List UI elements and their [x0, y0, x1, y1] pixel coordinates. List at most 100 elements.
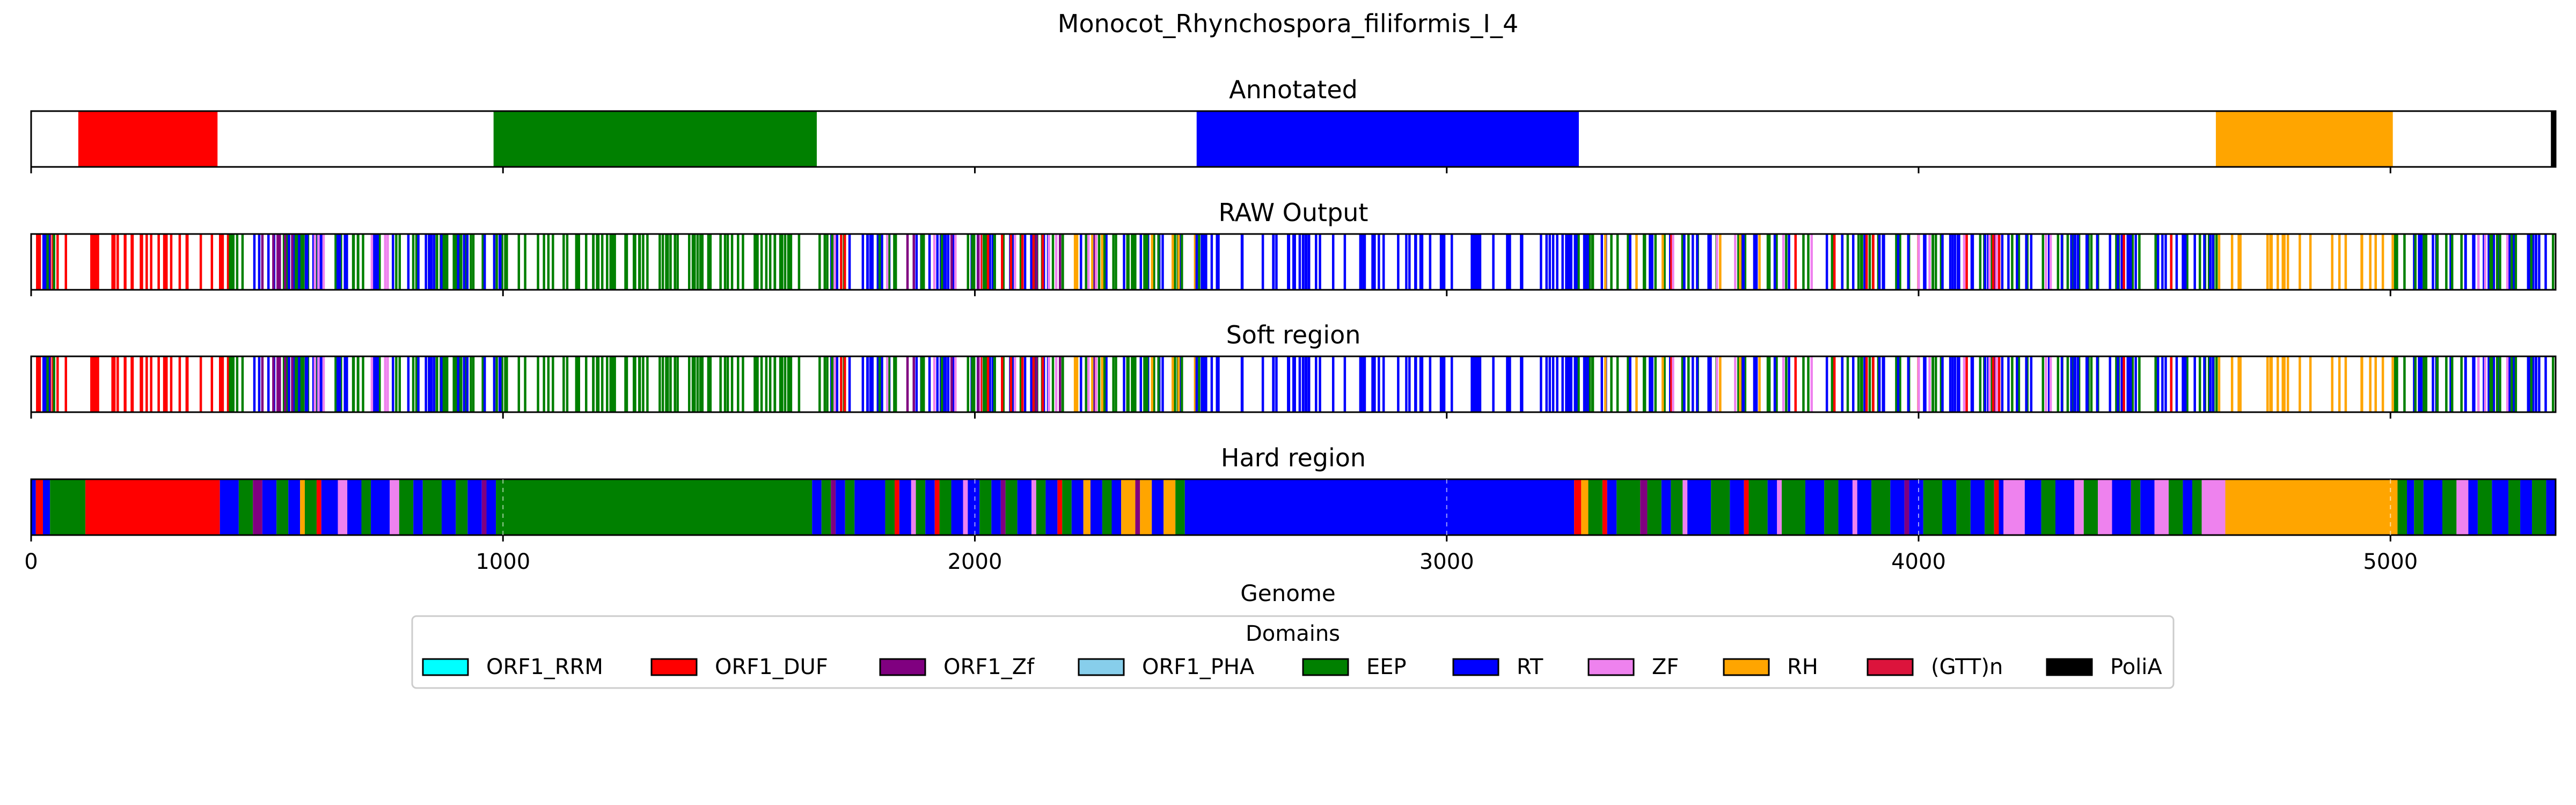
panel-soft-region: Soft region [30, 320, 2557, 419]
segment-rt [836, 479, 845, 535]
segment-rt [1730, 479, 1744, 535]
segment-rt [951, 479, 963, 535]
panel-annotated: Annotated [30, 75, 2557, 173]
legend-swatch [650, 658, 698, 676]
segment-rh [300, 479, 305, 535]
segment-rh [1121, 479, 1136, 535]
segment-zf [2456, 479, 2469, 535]
segment-eep [2532, 479, 2546, 535]
legend-label: RT [1517, 655, 1543, 679]
segment-eep [1671, 479, 1683, 535]
segment-eep [361, 479, 371, 535]
segment-rt [288, 479, 301, 535]
legend-label: ORF1_DUF [715, 655, 828, 679]
segment-eep [496, 479, 813, 535]
segment-rh [1163, 479, 1176, 535]
segment-rt [262, 479, 277, 535]
segment-rt [1805, 479, 1825, 535]
segment-eep [2192, 479, 2202, 535]
segment-rt [413, 479, 423, 535]
segment-eep [2131, 479, 2141, 535]
x-tick-label: 0 [24, 550, 38, 574]
segment-rt [31, 479, 36, 535]
segment-rt [1909, 479, 1923, 535]
segment-rt [2520, 479, 2533, 535]
segment-rt [925, 479, 935, 535]
legend-swatch [1723, 658, 1770, 676]
legend-swatch [879, 658, 926, 676]
legend-swatch [1867, 658, 1914, 676]
segment-eep [238, 479, 253, 535]
segment-zf [1777, 479, 1782, 535]
segment-orf1zf [1904, 479, 1909, 535]
segment-rh [2225, 479, 2398, 535]
segment-rt [1838, 479, 1853, 535]
segment-rt [2183, 479, 2192, 535]
segment-eep [1782, 479, 1805, 535]
segment-rt [1687, 479, 1711, 535]
legend-entry-rh: RH [1723, 655, 1818, 679]
segment-zf [390, 479, 399, 535]
legend-label: (GTT)n [1931, 655, 2003, 679]
segment-orf1duf [934, 479, 940, 535]
segment-rt [2112, 479, 2131, 535]
segment-rt [321, 479, 338, 535]
segment-rt [347, 479, 362, 535]
segment-rt [1857, 479, 1872, 535]
segment-eep [1985, 479, 1994, 535]
segment-rt [812, 479, 822, 535]
segment-eep [1062, 479, 1072, 535]
legend-swatch [1078, 658, 1125, 676]
legend-entry-polia: PoliA [2046, 655, 2162, 679]
legend-swatch [1302, 658, 1349, 676]
segment-rt [2140, 479, 2155, 535]
segment-zf [963, 479, 968, 535]
segment-rt [1184, 479, 1575, 535]
segment-eep [2169, 479, 2183, 535]
segment-zf [1682, 479, 1688, 535]
segment-rt [1970, 479, 1985, 535]
segment-rt [1999, 479, 2004, 535]
segment-orf1duf [35, 479, 43, 535]
segment-eep [979, 479, 992, 535]
segment-eep [2414, 479, 2424, 535]
segment-eep [845, 479, 855, 535]
x-axis-label: Genome [1240, 580, 1335, 606]
panel-title-raw-output: RAW Output [1219, 198, 1368, 227]
x-tick-label: 2000 [948, 550, 1002, 574]
segment-eep [2442, 479, 2457, 535]
segment-eep [885, 479, 895, 535]
segment-eep [1748, 479, 1768, 535]
segment-eep [1005, 479, 1018, 535]
segment-orf1zf [831, 479, 836, 535]
segment-rt [2423, 479, 2442, 535]
panel-title-annotated: Annotated [1229, 75, 1358, 104]
segment-rt [991, 479, 1001, 535]
segment-rt [1661, 479, 1671, 535]
legend-label: ZF [1652, 655, 1679, 679]
legend-swatch [422, 658, 469, 676]
segment-eep [1588, 479, 1602, 535]
segment-eep [276, 479, 289, 535]
legend-entry-zf: ZF [1587, 655, 1679, 679]
segment-rt [467, 479, 482, 535]
x-axis: 0 1000 2000 3000 4000 5000 [24, 550, 2418, 574]
legend-label: ORF1_RRM [486, 655, 603, 679]
segment-rt [2407, 479, 2414, 535]
segment-eep [1616, 479, 1641, 535]
panel-hard-region: Hard region [30, 443, 2557, 541]
segment-rt [1111, 479, 1122, 535]
segment-orf1duf [895, 479, 899, 535]
segment-rt [1090, 479, 1102, 535]
segment-eep [1036, 479, 1046, 535]
segment-rt [1942, 479, 1957, 535]
segment-rt [2024, 479, 2041, 535]
segment-rt [1890, 479, 1905, 535]
segment-orf1duf [85, 479, 220, 535]
legend: Domains ORF1_RRM ORF1_DUF ORF1_Zf ORF1_PHA EE… [411, 615, 2175, 689]
segment-rt [2055, 479, 2075, 535]
segment-orf1duf [1602, 479, 1607, 535]
segment-rt [1071, 479, 1084, 535]
segment-eep [2083, 479, 2098, 535]
